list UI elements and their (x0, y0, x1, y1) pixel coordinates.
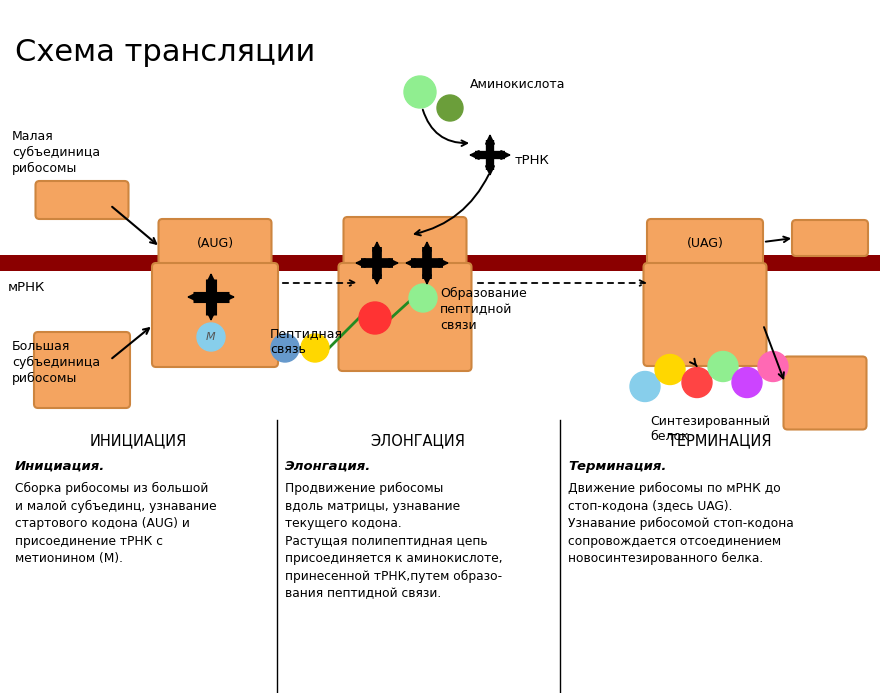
FancyBboxPatch shape (647, 219, 763, 265)
Text: Образование
пептидной
связи: Образование пептидной связи (440, 287, 527, 332)
Circle shape (404, 76, 436, 108)
Circle shape (301, 334, 329, 362)
Circle shape (655, 355, 685, 385)
Circle shape (682, 367, 712, 398)
Text: M: M (206, 332, 216, 342)
Circle shape (708, 351, 738, 382)
Circle shape (630, 371, 660, 401)
Bar (0, 255, 880, 271)
Text: ЭЛОНГАЦИЯ: ЭЛОНГАЦИЯ (370, 433, 466, 448)
FancyBboxPatch shape (343, 217, 466, 265)
Text: ИНИЦИАЦИЯ: ИНИЦИАЦИЯ (90, 433, 187, 448)
Text: Малая
субъединица
рибосомы: Малая субъединица рибосомы (12, 130, 100, 175)
Circle shape (409, 284, 437, 312)
Circle shape (437, 95, 463, 121)
Text: Аминокислота: Аминокислота (470, 78, 566, 91)
Text: Продвижение рибосомы
вдоль матрицы, узнавание
текущего кодона.
Растущая полипепт: Продвижение рибосомы вдоль матрицы, узна… (285, 482, 502, 600)
Text: ТЕРМИНАЦИЯ: ТЕРМИНАЦИЯ (668, 433, 772, 448)
Text: Большая
субъединица
рибосомы: Большая субъединица рибосомы (12, 340, 100, 385)
Text: Движение рибосомы по мРНК до
стоп-кодона (здесь UAG).
Узнавание рибосомой стоп-к: Движение рибосомы по мРНК до стоп-кодона… (568, 482, 794, 565)
Text: (UAG): (UAG) (686, 238, 723, 250)
FancyBboxPatch shape (158, 219, 272, 265)
Text: Сборка рибосомы из большой
и малой субъединц, узнавание
стартового кодона (AUG) : Сборка рибосомы из большой и малой субъе… (15, 482, 216, 565)
Circle shape (271, 334, 299, 362)
Text: мРНК: мРНК (8, 281, 45, 294)
Text: Пептидная
связь: Пептидная связь (270, 327, 343, 356)
Text: Схема трансляции: Схема трансляции (15, 38, 315, 67)
Circle shape (732, 367, 762, 398)
Circle shape (359, 302, 391, 334)
Text: Синтезированный
белок: Синтезированный белок (650, 414, 770, 444)
Circle shape (758, 351, 788, 382)
Text: (AUG): (AUG) (196, 238, 233, 250)
FancyBboxPatch shape (792, 220, 868, 256)
FancyBboxPatch shape (783, 356, 867, 430)
FancyBboxPatch shape (152, 263, 278, 367)
FancyBboxPatch shape (35, 181, 128, 219)
Text: Терминация.: Терминация. (568, 460, 666, 473)
FancyBboxPatch shape (643, 263, 766, 366)
FancyBboxPatch shape (34, 332, 130, 408)
Text: Элонгация.: Элонгация. (285, 460, 371, 473)
Text: Инициация.: Инициация. (15, 460, 106, 473)
Text: тРНК: тРНК (515, 154, 550, 166)
FancyBboxPatch shape (339, 263, 472, 371)
Circle shape (197, 323, 225, 351)
